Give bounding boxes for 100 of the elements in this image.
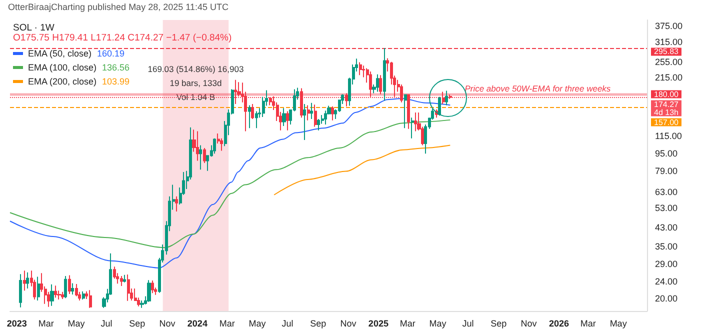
candlestick xyxy=(411,117,414,139)
x-tick-label: 2026 xyxy=(548,318,569,328)
candlestick xyxy=(317,118,320,131)
candlestick xyxy=(147,280,151,302)
candlestick xyxy=(442,91,445,105)
y-tick-label: 35.00 xyxy=(655,242,678,252)
x-tick-label: Mar xyxy=(400,318,416,328)
x-tick-label: May xyxy=(429,318,447,328)
candlestick xyxy=(300,88,303,118)
candlestick xyxy=(151,280,154,294)
y-tick-label: 215.00 xyxy=(655,72,683,83)
y-tick-label: 375.00 xyxy=(655,21,683,31)
candlestick xyxy=(123,274,126,283)
y-tick-label: 43.00 xyxy=(655,222,678,232)
candlestick xyxy=(19,274,22,308)
annotation: Price above 50W-EMA for three weeks xyxy=(464,84,612,94)
x-tick-label: Nov xyxy=(340,318,357,328)
y-tick-label: 63.00 xyxy=(655,186,678,197)
y-tick-label: 20.00 xyxy=(655,294,678,304)
x-tick-label: Mar xyxy=(219,318,235,328)
y-tick-label: 95.00 xyxy=(655,148,678,159)
ref-line-label: 157.00 xyxy=(654,118,680,127)
x-tick-label: Mar xyxy=(580,318,596,328)
chart-title: SOL · 1W xyxy=(13,22,54,34)
y-tick-label: 255.00 xyxy=(655,56,683,67)
candlestick xyxy=(379,74,382,95)
candlestick xyxy=(203,147,206,164)
candlestick xyxy=(404,94,407,129)
candlestick xyxy=(307,104,310,121)
text: O175.75 H179.41 L171.24 C174.27 −1.47 (−0.84%) xyxy=(13,32,232,44)
candlestick xyxy=(68,274,71,295)
candlestick xyxy=(196,130,199,162)
candlestick xyxy=(345,92,348,107)
candlestick xyxy=(199,144,202,170)
candlestick xyxy=(37,276,40,301)
x-tick-label: May xyxy=(610,318,628,328)
candlestick xyxy=(369,70,372,98)
x-tick-label: May xyxy=(68,318,86,328)
x-tick-label: Jul xyxy=(462,318,474,328)
candlestick xyxy=(75,283,78,297)
candlestick xyxy=(61,291,64,300)
ref-line-label: 180.00 xyxy=(654,90,680,99)
candlestick xyxy=(324,110,327,126)
annotation: 136.56 xyxy=(102,62,130,72)
candlestick xyxy=(314,104,317,128)
candlestick xyxy=(414,112,417,132)
candlestick xyxy=(269,96,272,106)
y-tick-label: 29.00 xyxy=(655,259,678,270)
candlestick xyxy=(310,102,313,120)
candlestick xyxy=(50,284,54,306)
candlestick xyxy=(286,110,289,131)
candlestick xyxy=(220,138,223,152)
x-tick-label: Nov xyxy=(520,318,538,328)
candlestick xyxy=(26,272,29,289)
candlestick xyxy=(54,285,57,298)
candlestick xyxy=(82,290,85,300)
candlestick xyxy=(449,94,452,100)
line-series xyxy=(10,119,451,248)
legend-label: EMA (200, close) xyxy=(28,76,102,86)
line-series xyxy=(274,144,451,196)
candlestick xyxy=(89,290,92,308)
candlestick xyxy=(127,274,130,302)
candlestick xyxy=(445,90,448,106)
annotation: 103.99 xyxy=(102,76,130,86)
x-tick-label: 2024 xyxy=(187,318,208,328)
legend-label: EMA (50, close) xyxy=(28,48,97,58)
candlestick xyxy=(234,79,237,105)
candlestick xyxy=(175,196,178,212)
candlestick xyxy=(438,96,441,116)
candlestick xyxy=(376,74,379,92)
x-tick-label: Jul xyxy=(100,318,112,328)
x-tick-label: May xyxy=(248,318,266,328)
y-tick-label: 53.00 xyxy=(655,202,678,213)
x-tick-label: 2025 xyxy=(368,318,388,328)
candlestick xyxy=(23,270,26,292)
candlestick xyxy=(213,138,216,154)
candlestick xyxy=(331,106,334,121)
text: OtterBiraajCharting published May 28, 2025 11:45 UTC xyxy=(8,2,228,12)
x-tick-label: Sep xyxy=(310,318,326,328)
y-tick-label: 115.00 xyxy=(655,130,682,141)
candlestick xyxy=(359,62,362,76)
x-tick-label: Jul xyxy=(282,318,294,328)
x-tick-label: 2023 xyxy=(6,318,27,328)
y-tick-label: 315.00 xyxy=(655,37,683,48)
x-tick-label: Mar xyxy=(38,318,54,328)
candlestick xyxy=(64,275,67,299)
legend-label: EMA (100, close) xyxy=(28,62,102,72)
candlestick xyxy=(407,94,410,130)
candlestick xyxy=(255,110,258,129)
ref-line-label: 295.83 xyxy=(654,47,680,56)
candlestick xyxy=(303,104,306,141)
x-tick-label: Sep xyxy=(490,318,507,328)
x-tick-label: Nov xyxy=(159,318,176,328)
x-tick-label: Sep xyxy=(129,318,146,328)
candlestick xyxy=(251,104,254,120)
candlestick xyxy=(120,275,123,286)
candlestick xyxy=(113,266,116,280)
ref-line-label: 174.27 4d 13h xyxy=(654,100,680,117)
candlestick xyxy=(282,108,286,126)
candlestick xyxy=(140,300,144,308)
